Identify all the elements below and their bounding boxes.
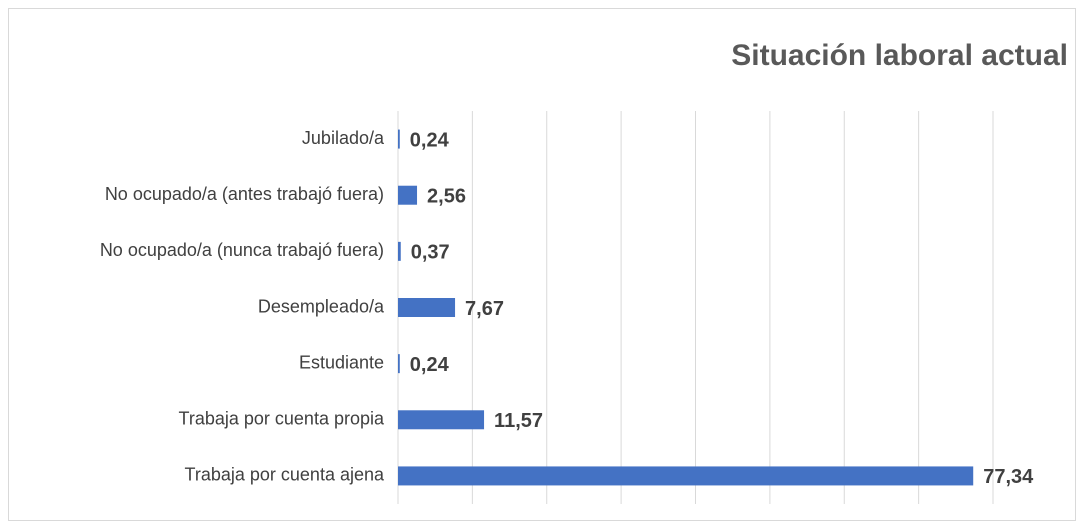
value-label: 77,34 [983,466,1034,488]
bar [398,185,418,205]
y-tick-label: Trabaja por cuenta propia [179,409,385,429]
bar [398,354,400,374]
y-tick-label: Desempleado/a [258,296,385,316]
y-tick-label: Jubilado/a [302,128,385,148]
value-label: 11,57 [494,410,543,432]
value-label: 0,37 [411,242,450,264]
value-label: 0,24 [410,129,450,151]
value-label: 0,24 [410,354,450,376]
y-tick-label: No ocupado/a (antes trabajó fuera) [105,184,384,204]
y-tick-label: No ocupado/a (nunca trabajó fuera) [100,240,384,260]
bar [398,241,401,261]
bar [398,129,400,149]
bar [398,466,974,486]
chart-frame [8,8,1076,521]
value-label: 2,56 [427,185,466,207]
y-tick-label: Estudiante [299,352,384,372]
bar [398,298,456,317]
chart-title: Situación laboral actual [731,39,1068,72]
value-label: 7,67 [465,298,504,320]
y-tick-label: Trabaja por cuenta ajena [185,465,385,485]
bar [398,410,485,430]
